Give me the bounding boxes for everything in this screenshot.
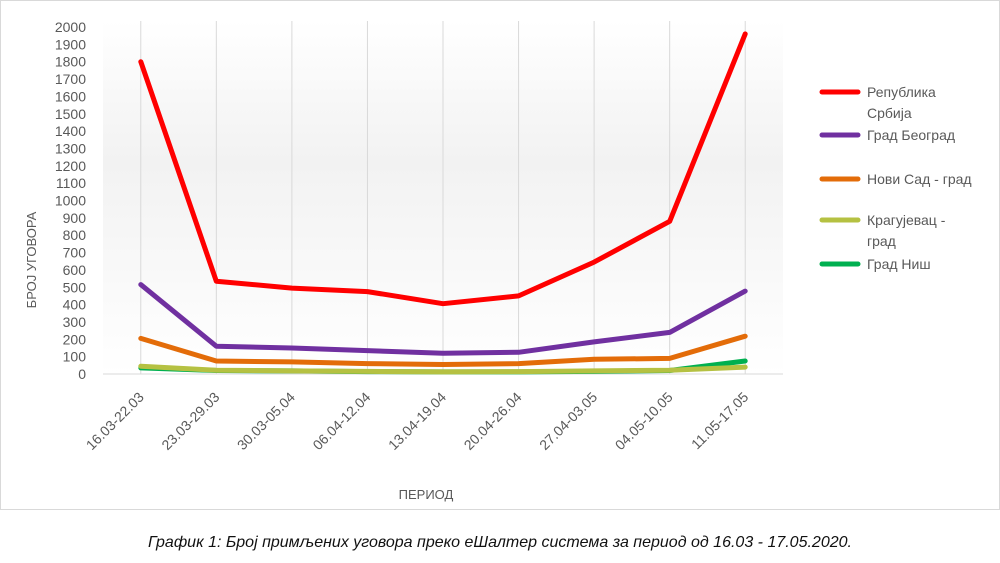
x-axis-title: ПЕРИОД xyxy=(399,487,454,502)
y-tick-label: 0 xyxy=(78,366,86,382)
y-tick-label: 100 xyxy=(63,349,87,365)
series-line xyxy=(138,363,748,375)
y-tick-label: 1300 xyxy=(55,140,86,156)
x-tick-label: 11.05-17.05 xyxy=(688,389,752,453)
y-tick-label: 1900 xyxy=(55,36,86,52)
y-tick-label: 700 xyxy=(63,245,87,261)
y-tick-label: 2000 xyxy=(55,19,86,35)
y-axis-title: БРОЈ УГОВОРА xyxy=(24,211,39,308)
y-tick-label: 200 xyxy=(63,331,87,347)
legend-label: Град Београд xyxy=(867,127,955,143)
x-tick-label: 13.04-19.04 xyxy=(385,389,449,453)
x-tick-label: 20.04-26.04 xyxy=(461,389,525,453)
y-tick-label: 900 xyxy=(63,210,87,226)
x-tick-label: 04.05-10.05 xyxy=(612,389,676,453)
y-tick-label: 400 xyxy=(63,297,87,313)
x-tick-label: 27.04-03.05 xyxy=(536,389,600,453)
y-tick-label: 1000 xyxy=(55,193,86,209)
y-tick-label: 1100 xyxy=(56,175,86,191)
y-tick-label: 1200 xyxy=(55,158,86,174)
y-tick-label: 1400 xyxy=(55,123,86,139)
legend-label: Крагујевац -град xyxy=(867,212,946,249)
y-tick-label: 500 xyxy=(63,279,87,295)
series-line xyxy=(138,282,748,356)
legend-label: Град Ниш xyxy=(867,256,931,272)
x-tick-label: 06.04-12.04 xyxy=(309,389,373,453)
figure-caption: График 1: Број примљених уговора преко е… xyxy=(148,534,852,551)
series-line xyxy=(138,333,748,367)
y-tick-label: 800 xyxy=(63,227,87,243)
series-line xyxy=(138,31,748,307)
y-tick-label: 1500 xyxy=(55,106,86,122)
y-tick-label: 600 xyxy=(63,262,87,278)
y-tick-label: 1600 xyxy=(55,88,86,104)
y-tick-label: 1800 xyxy=(55,54,86,70)
x-tick-label: 30.03-05.04 xyxy=(234,389,298,453)
x-tick-label: 23.03-29.03 xyxy=(158,389,222,453)
legend-label: Нови Сад - град xyxy=(867,171,972,187)
x-tick-label: 16.03-22.03 xyxy=(83,389,147,453)
y-tick-label: 300 xyxy=(63,314,87,330)
legend-label: Република Србија xyxy=(867,84,936,121)
y-tick-label: 1700 xyxy=(55,71,86,87)
